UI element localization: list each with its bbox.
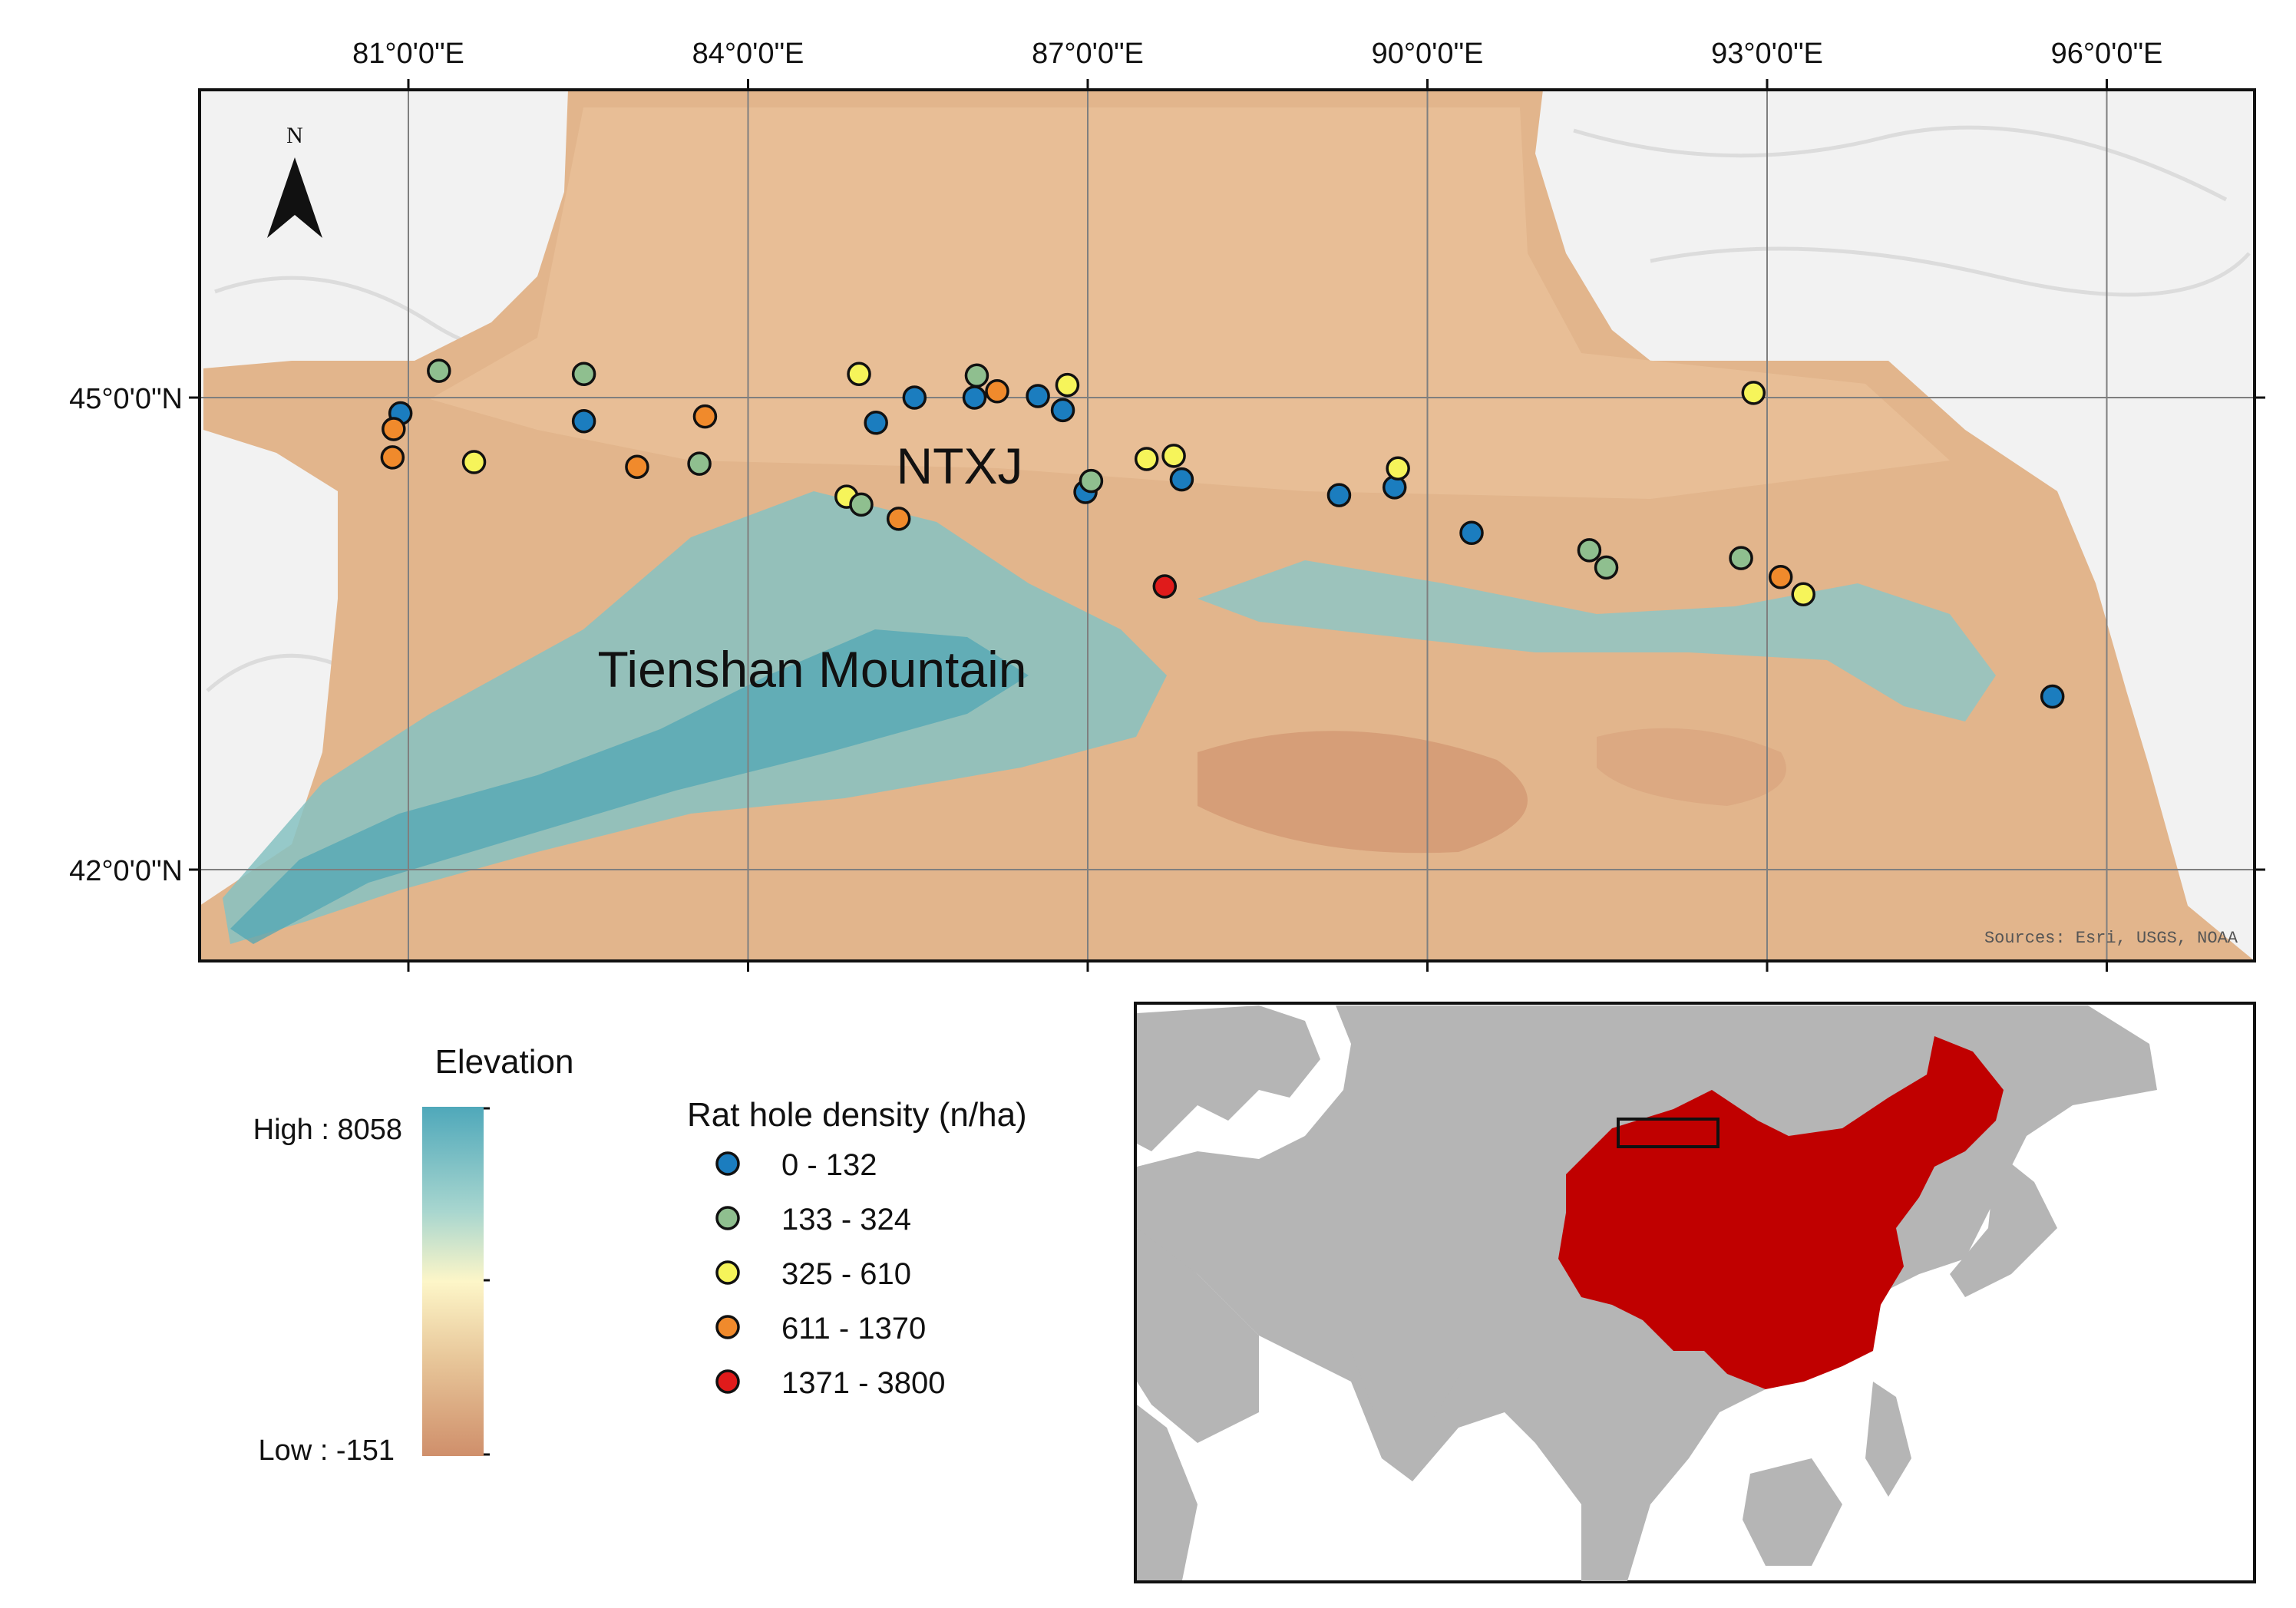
inset-japan-landmass [1950,1151,2057,1297]
coordinate-ticks: 81°0'0"E 84°0'0"E 87°0'0"E 90°0'0"E 93°0'0"E… [69,38,2265,972]
density-legend-items: 0 - 132 133 - 324 325 - 610 611 - 1370 1371 … [715,1148,946,1400]
sample-site-marker [427,358,451,383]
elevation-ramp [422,1107,484,1456]
sample-site-marker [1577,538,1602,563]
hami-depression [1597,728,1786,806]
sample-site-marker [1134,447,1159,471]
sample-site-marker [1152,574,1178,599]
density-legend-label: 611 - 1370 [781,1312,926,1346]
sample-site-marker [1079,468,1104,494]
basin-label: NTXJ [897,437,1023,494]
north-label: N [286,123,303,148]
lon-tick-label: 90°0'0"E [1372,38,1484,70]
inset-arabia-landmass [1137,1228,1259,1443]
density-legend-label: 0 - 132 [781,1148,877,1182]
sample-site-marker [571,409,596,434]
map-frame [198,88,2256,962]
north-arrow-icon [267,157,322,238]
inset-india-landmass [1351,1243,1505,1458]
density-legend-label: 133 - 324 [781,1203,911,1237]
elevation-low-label: Low : -151 [259,1435,395,1467]
sample-site-marker [849,492,874,517]
lat-tick-label: 45°0'0"N [69,383,183,415]
sample-site-marker [2040,684,2065,709]
density-legend-swatch [715,1151,740,1176]
sample-site-marker [382,417,406,441]
sample-site-marker [461,450,487,474]
sample-site-marker [1459,520,1484,546]
lon-tick-label: 93°0'0"E [1711,38,1823,70]
lon-tick-label: 84°0'0"E [692,38,804,70]
density-legend-title: Rat hole density (n/ha) [687,1096,1027,1134]
sample-site-marker [902,385,927,410]
sample-site-marker [380,445,405,470]
lon-tick-label: 96°0'0"E [2051,38,2163,70]
inset-philippines-landmass [1865,1382,1911,1497]
lon-tick-label: 87°0'0"E [1032,38,1144,70]
density-legend: Rat hole density (n/ha) 0 - 132 133 - 324… [687,1096,1027,1400]
density-legend-swatch [715,1369,740,1394]
elevation-high-label: High : 8058 [253,1114,402,1146]
sample-site-marker [692,404,718,429]
sample-site-marker [964,363,989,388]
sample-sites [380,358,2065,709]
density-legend-label: 325 - 610 [781,1257,911,1291]
main-map: 81°0'0"E 84°0'0"E 87°0'0"E 90°0'0"E 93°0'0"E… [69,38,2265,972]
sources-credit: Sources: Esri, USGS, NOAA [1984,929,2238,948]
sample-site-marker [1386,456,1410,480]
density-legend-swatch [715,1260,740,1285]
sample-site-marker [571,362,596,386]
sample-site-marker [1055,372,1080,398]
sample-site-marker [1741,381,1766,405]
inset-europe-landmass [1137,1005,1320,1151]
sample-site-marker [1169,467,1194,492]
elevation-legend-title: Elevation [434,1043,573,1081]
sample-site-marker [1326,483,1352,507]
locator-inset [1134,1002,2256,1583]
sample-site-marker [1050,398,1075,423]
lat-tick-label: 42°0'0"N [69,855,183,887]
sample-site-marker [1026,384,1050,408]
mountain-label: Tienshan Mountain [598,641,1027,698]
turpan-depression [1198,731,1528,854]
sample-site-marker [1768,564,1793,589]
sample-site-marker [1594,555,1619,580]
sample-site-marker [1729,546,1753,570]
lon-tick-label: 81°0'0"E [352,38,464,70]
density-legend-swatch [715,1206,740,1230]
sample-site-marker [1161,444,1186,468]
graticule [200,90,2255,961]
elevation-legend: Elevation High : 8058 Low : -151 [253,1043,574,1467]
sample-site-marker [962,385,987,410]
north-arrow: N [267,123,322,238]
basin-lowland [430,107,1950,499]
study-area-locator-box [1617,1118,1720,1148]
sample-site-marker [687,451,712,476]
density-legend-label: 1371 - 3800 [781,1366,946,1400]
density-legend-swatch [715,1315,740,1339]
sample-site-marker [847,362,871,386]
sample-site-marker [886,507,911,531]
inset-borneo-landmass [1743,1458,1842,1566]
sample-site-marker [985,379,1009,404]
sample-site-marker [625,454,649,479]
tienshan-core [230,629,1029,944]
sample-site-marker [1791,582,1815,606]
sample-site-marker [864,411,888,435]
inset-china-region [1558,1036,2004,1389]
inset-africa-landmass [1137,1405,1198,1580]
